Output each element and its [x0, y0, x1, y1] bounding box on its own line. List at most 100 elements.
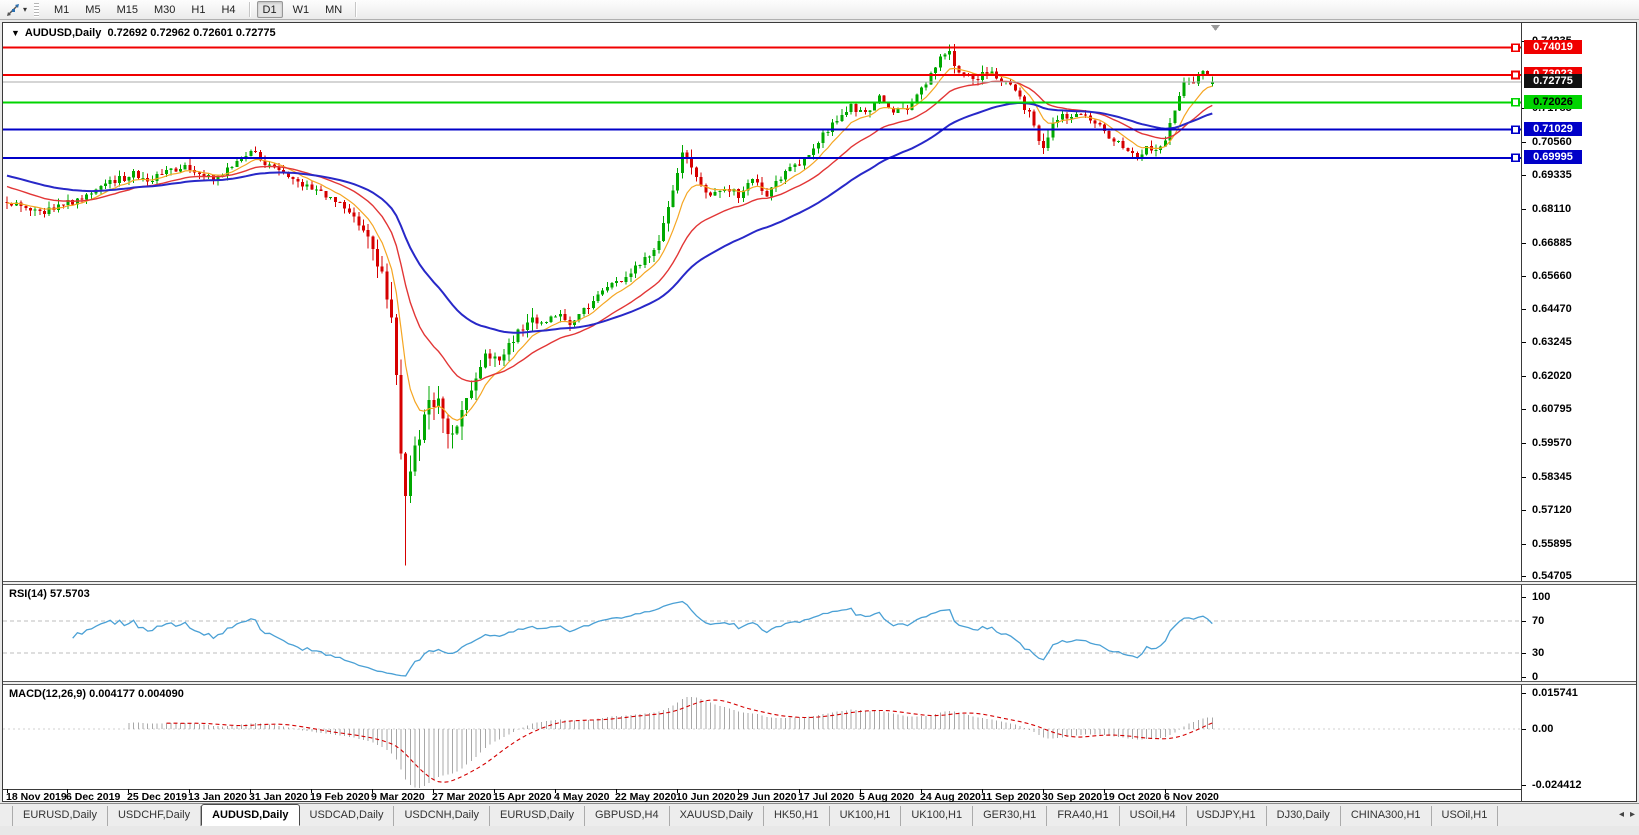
line-anchor-handle[interactable] — [1511, 97, 1520, 107]
tab-scroll-right-icon[interactable]: ▸ — [1629, 809, 1635, 820]
axis-tick — [1522, 142, 1526, 143]
price-line-badge: 0.69995 — [1524, 150, 1582, 164]
date-tick — [433, 789, 434, 793]
top-toolbar: ▾ M1 M5 M15 M30 H1 H4 D1 W1 MN — [0, 0, 1639, 20]
axis-tick — [1522, 409, 1526, 410]
chart-tab-bar: EURUSD,Daily USDCHF,Daily AUDUSD,Daily USDC… — [0, 803, 1639, 826]
chart-tab-dj30-daily[interactable]: DJ30,Daily — [1267, 806, 1341, 826]
axis-tick — [1522, 276, 1526, 277]
timeframe-button-d1[interactable]: D1 — [256, 1, 283, 18]
date-label: 19 Feb 2020 — [310, 791, 370, 803]
macd-tick-label: 0.00 — [1532, 723, 1554, 735]
price-tick-label: 0.60795 — [1532, 403, 1572, 415]
draw-tool-icon[interactable] — [3, 2, 23, 18]
price-line-badge: 0.71029 — [1524, 122, 1582, 136]
chart-tab-usdchf-daily[interactable]: USDCHF,Daily — [108, 806, 202, 826]
axis-tick — [1522, 597, 1526, 598]
chart-tab-ger30-h1[interactable]: GER30,H1 — [973, 806, 1048, 826]
toolbar-grip-handle[interactable] — [34, 2, 40, 17]
panel-splitter[interactable] — [3, 681, 1636, 685]
chart-tab-usoil-h1[interactable]: USOil,H1 — [1432, 806, 1499, 826]
chart-tab-eurusd-daily[interactable]: EURUSD,Daily — [12, 806, 108, 826]
axis-tick — [1522, 544, 1526, 545]
date-label: 10 Jun 2020 — [676, 791, 736, 803]
date-tick — [555, 789, 556, 793]
rsi-tick-label: 100 — [1532, 591, 1551, 603]
price-tick-label: 0.63245 — [1532, 336, 1572, 348]
timeframe-button-w1[interactable]: W1 — [292, 4, 310, 16]
chart-tab-usoil-h4[interactable]: USOil,H4 — [1120, 806, 1187, 826]
axis-tick — [1522, 677, 1526, 678]
chart-tab-china300-h1[interactable]: CHINA300,H1 — [1341, 806, 1432, 826]
collapse-caret-icon[interactable]: ▼ — [11, 28, 20, 38]
chart-tab-usdjpy-h1[interactable]: USDJPY,H1 — [1187, 806, 1267, 826]
chart-tab-uk100-h1[interactable]: UK100,H1 — [901, 806, 974, 826]
axis-tick — [1522, 477, 1526, 478]
date-tick — [1104, 789, 1105, 793]
date-label: 17 Jul 2020 — [798, 791, 855, 803]
chart-tab-gbpusd-h4[interactable]: GBPUSD,H4 — [585, 806, 670, 826]
moving-average-line-8 — [6, 67, 1213, 421]
rsi-panel[interactable]: RSI(14) 57.5703 — [3, 585, 1521, 681]
price-tick-label: 0.62020 — [1532, 370, 1572, 382]
price-chart-panel[interactable]: ▼ AUDUSD,Daily 0.72692 0.72962 0.72601 0.… — [3, 23, 1521, 581]
chart-window: ▼ AUDUSD,Daily 0.72692 0.72962 0.72601 0.… — [2, 22, 1637, 803]
axis-tick — [1522, 376, 1526, 377]
axis-tick — [1522, 621, 1526, 622]
price-line-badge: 0.74019 — [1524, 40, 1582, 54]
moving-average-line-45 — [6, 101, 1213, 334]
date-tick — [860, 789, 861, 793]
date-tick — [372, 789, 373, 793]
date-tick — [677, 789, 678, 793]
toolbar-separator — [248, 2, 250, 17]
date-label: 13 Jan 2020 — [188, 791, 247, 803]
timeframe-button-m1[interactable]: M1 — [54, 4, 70, 16]
date-label: 22 May 2020 — [615, 791, 677, 803]
date-label: 27 Mar 2020 — [432, 791, 492, 803]
candle-bodies-down — [5, 51, 1210, 497]
panel-splitter[interactable] — [3, 581, 1636, 585]
tab-scroll-left-icon[interactable]: ◂ — [1618, 809, 1624, 820]
date-label: 4 May 2020 — [554, 791, 610, 803]
line-anchor-handle[interactable] — [1511, 153, 1520, 163]
chart-title: ▼ AUDUSD,Daily 0.72692 0.72962 0.72601 0.… — [11, 27, 276, 39]
macd-histogram — [128, 696, 1213, 788]
timeframe-button-m30[interactable]: M30 — [153, 4, 176, 16]
date-label: 11 Sep 2020 — [981, 791, 1041, 803]
macd-panel[interactable]: MACD(12,26,9) 0.004177 0.004090 — [3, 685, 1521, 789]
tool-dropdown-caret-icon[interactable]: ▾ — [23, 5, 28, 14]
line-anchor-handle[interactable] — [1511, 43, 1520, 52]
tab-scroll-arrows: ◂ ▸ — [1619, 809, 1635, 820]
date-label: 31 Jan 2020 — [249, 791, 308, 803]
chart-tab-xauusd-daily[interactable]: XAUUSD,Daily — [670, 806, 764, 826]
chart-tab-hk50-h1[interactable]: HK50,H1 — [764, 806, 830, 826]
macd-tick-label: 0.015741 — [1532, 687, 1578, 699]
axis-tick — [1522, 729, 1526, 730]
timeframe-button-h1[interactable]: H1 — [191, 4, 206, 16]
chart-tab-uk100-h1[interactable]: UK100,H1 — [830, 806, 902, 826]
axis-tick — [1522, 209, 1526, 210]
price-tick-label: 0.70560 — [1532, 136, 1572, 148]
chart-tab-fra40-h1[interactable]: FRA40,H1 — [1047, 806, 1120, 826]
chart-tab-eurusd-daily[interactable]: EURUSD,Daily — [490, 806, 585, 826]
price-tick-label: 0.58345 — [1532, 471, 1572, 483]
chart-tab-usdcnh-daily[interactable]: USDCNH,Daily — [394, 806, 491, 826]
timeframe-button-h4[interactable]: H4 — [221, 4, 236, 16]
chart-tab-audusd-daily[interactable]: AUDUSD,Daily — [201, 804, 300, 826]
rsi-tick-label: 30 — [1532, 647, 1545, 659]
axis-tick — [1522, 309, 1526, 310]
chart-tab-usdcad-daily[interactable]: USDCAD,Daily — [300, 806, 395, 826]
timeframe-button-m15[interactable]: M15 — [116, 4, 138, 16]
date-tick — [311, 789, 312, 793]
timeframe-button-m5[interactable]: M5 — [85, 4, 101, 16]
date-label: 6 Dec 2019 — [66, 791, 121, 803]
date-axis: 18 Nov 2019 6 Dec 2019 25 Dec 2019 13 Jan 2… — [3, 789, 1521, 803]
timeframe-button-mn[interactable]: MN — [325, 4, 343, 16]
price-line-badge: 0.72026 — [1524, 95, 1582, 109]
line-anchor-handle[interactable] — [1511, 70, 1520, 80]
date-label: 9 Mar 2020 — [371, 791, 425, 803]
line-anchor-handle[interactable] — [1511, 125, 1520, 134]
date-label: 18 Nov 2019 — [6, 791, 67, 803]
date-tick — [189, 789, 190, 793]
price-tick-label: 0.65660 — [1532, 270, 1572, 282]
